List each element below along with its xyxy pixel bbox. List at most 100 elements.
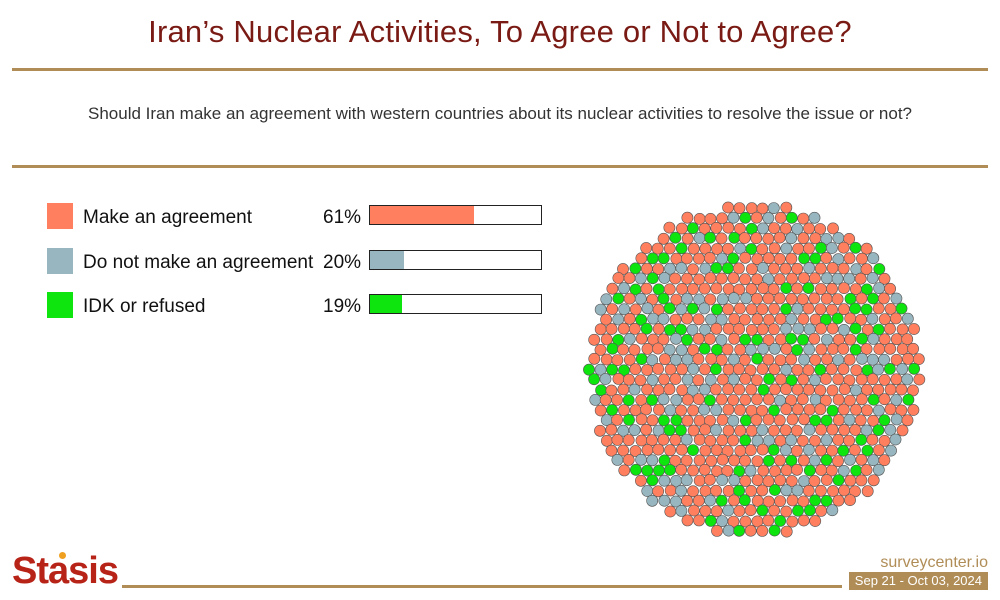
bubble-agree <box>878 393 891 406</box>
bubble-idk <box>751 352 764 365</box>
bubble-disagree <box>675 504 688 517</box>
bubble-disagree <box>670 353 682 366</box>
bubble-idk <box>815 242 827 254</box>
bubble-agree <box>594 323 607 336</box>
bubble-agree <box>669 433 682 446</box>
bubble-agree <box>687 242 700 255</box>
bubble-idk <box>867 292 879 305</box>
bubble-agree <box>767 262 780 275</box>
bubble-agree <box>722 322 735 335</box>
bubble-agree <box>623 312 636 325</box>
bubble-agree <box>791 363 804 376</box>
bubble-idk <box>803 464 816 477</box>
bubble-agree <box>802 484 815 497</box>
bubble-idk <box>622 394 635 407</box>
bubble-agree <box>814 223 827 235</box>
bubble-agree <box>815 504 827 517</box>
bubble-idk <box>670 414 683 427</box>
bubble-disagree <box>716 515 728 527</box>
bubble-agree <box>693 212 706 225</box>
bubble-agree <box>837 403 850 416</box>
bubble-agree <box>792 242 805 255</box>
bubble-agree <box>676 384 689 396</box>
bubble-disagree <box>901 373 914 386</box>
legend-label-idk: IDK or refused <box>83 296 206 317</box>
bubble-idk <box>710 262 723 274</box>
bubble-agree <box>652 263 665 275</box>
bubble-agree <box>826 423 839 436</box>
bubble-agree <box>815 343 828 356</box>
bubble-agree <box>896 343 909 355</box>
question-divider <box>12 165 988 168</box>
bubble-idk <box>727 252 740 265</box>
bubble-agree <box>606 303 619 315</box>
bubble-agree <box>768 303 780 315</box>
bubble-agree <box>838 424 851 436</box>
bubble-agree <box>628 322 641 335</box>
bubble-idk <box>721 262 734 275</box>
bubble-agree <box>623 373 635 386</box>
bubble-plot-svg <box>583 201 926 538</box>
bubble-agree <box>681 211 694 224</box>
bubble-agree <box>767 424 780 437</box>
bubble-agree <box>732 262 745 275</box>
bubble-idk <box>675 242 688 255</box>
bubble-idk <box>849 241 862 254</box>
bubble-disagree <box>751 434 764 447</box>
bubble-agree <box>692 374 705 387</box>
bubble-disagree <box>681 353 694 366</box>
bubble-agree <box>884 322 896 335</box>
bubble-agree <box>860 464 873 476</box>
bubble-agree <box>814 403 827 416</box>
bubble-agree <box>710 505 723 518</box>
bubble-agree <box>611 354 624 366</box>
bubble-disagree <box>646 354 659 367</box>
bubble-agree <box>751 474 764 486</box>
bubble-agree <box>623 353 636 366</box>
bubble-agree <box>780 464 793 477</box>
bubble-agree <box>687 344 700 356</box>
bubble-disagree <box>646 374 659 386</box>
bubble-idk <box>663 424 676 436</box>
bubble-agree <box>733 322 745 335</box>
bubble-idk <box>826 404 839 417</box>
bubble-agree <box>832 414 845 426</box>
bubble-agree <box>797 212 810 225</box>
bubble-agree <box>856 252 868 265</box>
bubble-agree <box>652 342 664 355</box>
bubble-idk <box>709 363 722 376</box>
bubble-agree <box>612 272 625 284</box>
bubble-agree <box>756 323 769 336</box>
bubble-idk <box>872 424 885 436</box>
bubble-agree <box>715 393 728 406</box>
bubble-agree <box>635 413 648 426</box>
bubble-agree <box>635 252 648 265</box>
survey-question: Should Iran make an agreement with weste… <box>88 104 912 123</box>
bubble-agree <box>786 515 799 528</box>
bubble-agree <box>605 423 618 436</box>
bubble-agree <box>831 293 844 305</box>
bubble-disagree <box>872 363 884 376</box>
bubble-agree <box>617 383 630 396</box>
bubble-idk <box>873 263 886 275</box>
bubble-disagree <box>675 262 688 274</box>
bubble-agree <box>844 474 857 487</box>
bubble-disagree <box>599 373 612 385</box>
bubble-disagree <box>740 292 752 305</box>
data-label-disagree: 20% <box>323 252 362 273</box>
bubble-agree <box>774 474 787 487</box>
bubble-disagree <box>872 404 885 417</box>
bubble-disagree <box>634 292 647 305</box>
bubble-agree <box>745 383 758 396</box>
bubble-agree <box>716 413 729 426</box>
bubble-agree <box>798 413 810 426</box>
bubble-agree <box>617 343 629 356</box>
bubble-agree <box>728 332 740 345</box>
bubble-agree <box>745 303 758 316</box>
bubble-disagree <box>866 353 879 366</box>
bubble-disagree <box>763 434 775 447</box>
bubble-agree <box>688 504 700 517</box>
bubble-idk <box>860 283 873 296</box>
bubble-idk <box>635 353 648 365</box>
bubble-agree <box>692 494 705 507</box>
